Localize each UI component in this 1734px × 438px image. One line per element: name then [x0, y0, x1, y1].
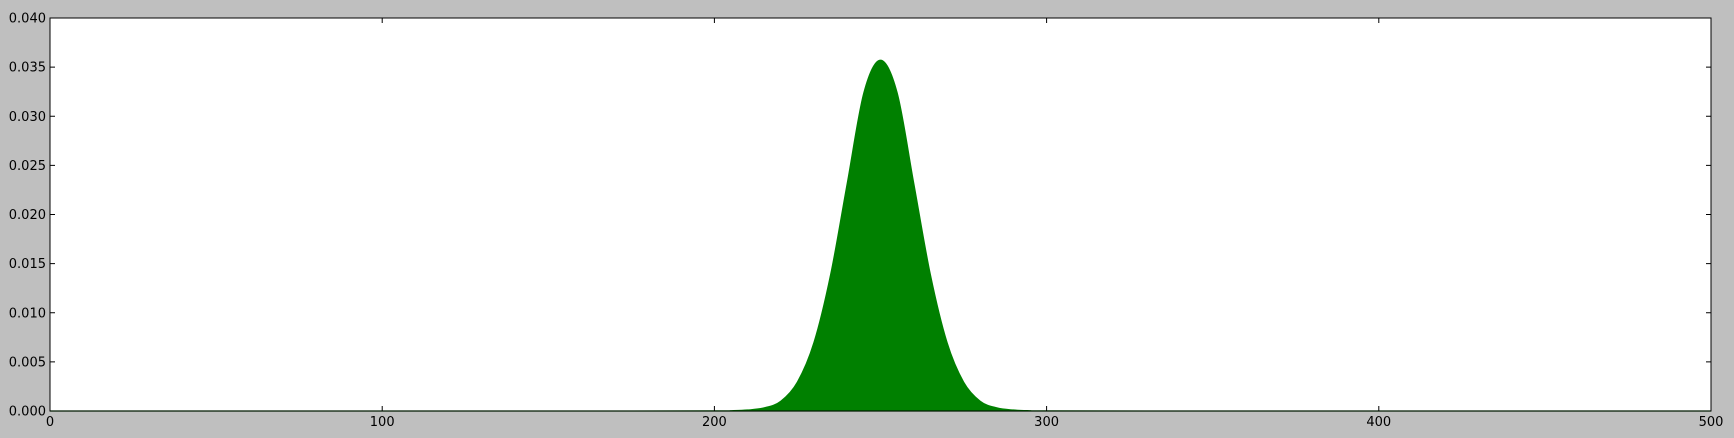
y-tick-label: 0.030 [9, 110, 46, 125]
y-tick-label: 0.040 [9, 12, 46, 27]
x-tick-label: 500 [1699, 415, 1724, 430]
y-tick-label: 0.020 [9, 208, 46, 223]
x-tick-label: 200 [702, 415, 727, 430]
tick-label-layer: 0 100 200 300 400 500 0.000 0.005 0.010 0.015 0.02… [9, 12, 1724, 431]
x-tick-label: 400 [1366, 415, 1391, 430]
x-tick-label: 300 [1034, 415, 1059, 430]
y-tick-label: 0.025 [9, 159, 46, 174]
x-tick-label: 100 [370, 415, 395, 430]
y-tick-label: 0.010 [9, 306, 46, 321]
y-tick-label: 0.005 [9, 355, 46, 370]
x-tick-label: 0 [46, 415, 54, 430]
y-tick-label: 0.015 [9, 257, 46, 272]
plot-frame [49, 17, 1712, 412]
y-tick-label: 0.000 [9, 405, 46, 420]
y-tick-label: 0.035 [9, 61, 46, 76]
